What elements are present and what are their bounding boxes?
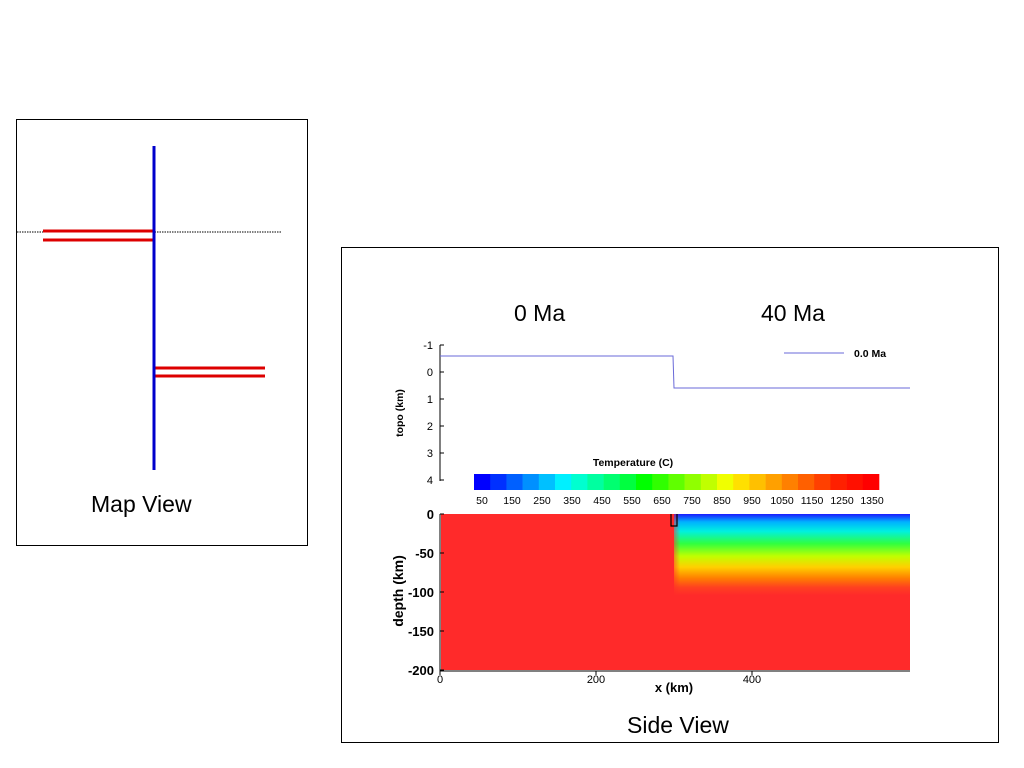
topo-plot: -1 0 1 2 3 4 topo (km) 0.0 Ma <box>394 340 910 487</box>
colorbar-tick-label: 1250 <box>830 495 854 507</box>
colorbar-tick-label: 850 <box>713 495 731 507</box>
topo-tick-label: 2 <box>427 421 433 433</box>
colorbar-tick-labels: 50 150 250 350 450 550 650 750 850 950 1050 1150 125… <box>476 495 884 507</box>
colorbar-cell <box>862 474 880 490</box>
topo-tick-label: 1 <box>427 394 433 406</box>
colorbar-cell <box>684 474 702 490</box>
depth-tick-label: -100 <box>408 585 434 600</box>
colorbar-tick-label: 350 <box>563 495 581 507</box>
colorbar-cell <box>749 474 766 490</box>
age-label-40: 40 Ma <box>761 300 825 326</box>
colorbar-cell <box>846 474 864 490</box>
transform-boundary-blend <box>668 514 680 594</box>
x-ticks: 0 200 400 <box>437 671 761 686</box>
depth-y-ticks: 0 -50 -100 -150 -200 <box>408 507 444 678</box>
colorbar-cell <box>490 474 507 490</box>
colorbar-cell <box>700 474 718 490</box>
topo-tick-label: -1 <box>423 340 433 352</box>
colorbar-cells <box>474 474 880 490</box>
colorbar-tick-label: 1150 <box>801 495 824 507</box>
map-view-diagram <box>17 146 282 470</box>
x-tick-label: 400 <box>743 674 761 686</box>
colorbar-tick-label: 950 <box>743 495 761 507</box>
colorbar-cell <box>555 474 572 490</box>
age-label-0: 0 Ma <box>514 300 566 326</box>
depth-tick-label: -150 <box>408 624 434 639</box>
colorbar-tick-label: 1350 <box>860 495 884 507</box>
x-tick-label: 200 <box>587 674 605 686</box>
colorbar-cell <box>587 474 604 490</box>
depth-axis-label: depth (km) <box>390 555 406 627</box>
colorbar-cell <box>603 474 621 490</box>
colorbar-cell <box>814 474 831 490</box>
topo-tick-label: 4 <box>427 475 433 487</box>
colorbar-tick-label: 550 <box>623 495 641 507</box>
topo-y-ticks: -1 0 1 2 3 4 <box>423 340 444 487</box>
x-tick-label: 0 <box>437 674 443 686</box>
colorbar-cell <box>506 474 523 490</box>
topo-profile-line <box>440 355 910 389</box>
colorbar-cell <box>571 474 588 490</box>
colorbar-tick-label: 750 <box>683 495 701 507</box>
colorbar-title: Temperature (C) <box>593 457 673 469</box>
temperature-plot: 0 -50 -100 -150 -200 depth (km) 0 200 40… <box>390 507 910 695</box>
colorbar-cell <box>798 474 815 490</box>
colorbar-cell <box>636 474 653 490</box>
colorbar-cell <box>668 474 685 490</box>
colorbar-cell <box>830 474 847 490</box>
side-view-plots: -1 0 1 2 3 4 topo (km) 0.0 Ma Temperatur… <box>390 340 910 695</box>
side-view-caption: Side View <box>627 712 729 738</box>
colorbar-tick-label: 1050 <box>770 495 794 507</box>
colorbar-cell <box>619 474 637 490</box>
depth-tick-label: -200 <box>408 663 434 678</box>
lower-mantle-shade <box>441 598 910 670</box>
x-axis-label: x (km) <box>655 680 693 695</box>
topo-tick-label: 3 <box>427 448 433 460</box>
side-view-panel: 0 Ma 40 Ma -1 0 1 2 3 4 topo (km) 0 <box>341 247 999 743</box>
map-view-panel: Map View <box>16 119 308 546</box>
colorbar-cell <box>765 474 783 490</box>
colorbar-tick-label: 50 <box>476 495 488 507</box>
depth-tick-label: 0 <box>427 507 434 522</box>
colorbar-cell <box>474 474 491 490</box>
map-view-caption: Map View <box>91 491 192 517</box>
colorbar-tick-label: 150 <box>503 495 521 507</box>
colorbar-cell <box>717 474 734 490</box>
colorbar-cell <box>522 474 540 490</box>
colorbar-cell <box>733 474 750 490</box>
topo-y-axis-label: topo (km) <box>394 389 406 437</box>
ridge-notch <box>670 514 678 527</box>
topo-tick-label: 0 <box>427 367 433 379</box>
colorbar-tick-label: 250 <box>533 495 551 507</box>
depth-tick-label: -50 <box>415 546 434 561</box>
colorbar-tick-label: 650 <box>653 495 671 507</box>
temperature-colorbar: Temperature (C) 50 150 250 350 450 550 650 750 8… <box>474 457 884 507</box>
topo-legend-label: 0.0 Ma <box>854 348 886 360</box>
colorbar-cell <box>538 474 556 490</box>
colorbar-tick-label: 450 <box>593 495 611 507</box>
colorbar-cell <box>781 474 799 490</box>
colorbar-cell <box>652 474 669 490</box>
